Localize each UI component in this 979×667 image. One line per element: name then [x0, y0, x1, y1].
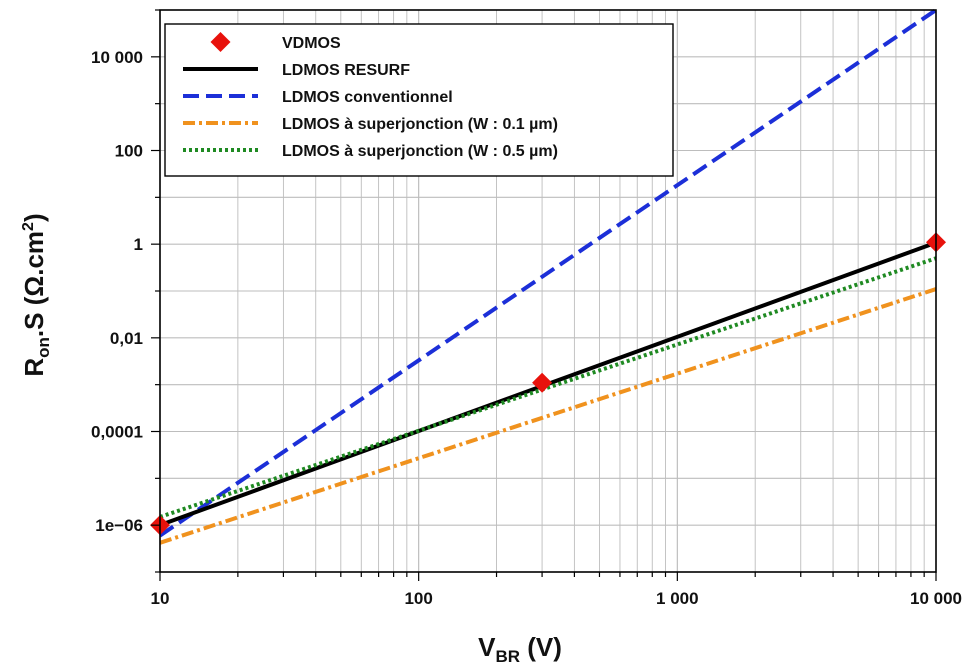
- y-tick-label: 0,01: [110, 329, 143, 348]
- series-line: [158, 8, 938, 538]
- legend: VDMOS LDMOS RESURF LDMOS conventionnel LDMO…: [164, 23, 674, 177]
- y-tick-label: 100: [115, 142, 143, 161]
- x-tick-label: 100: [404, 589, 432, 608]
- x-tick-label: 10: [151, 589, 170, 608]
- series-layer: [150, 8, 946, 545]
- y-tick-label: 0,0001: [91, 423, 143, 442]
- x-tick-label: 10 000: [910, 589, 962, 608]
- x-tick-label: 1 000: [656, 589, 699, 608]
- y-tick-label: 10 000: [91, 48, 143, 67]
- series-line: [159, 256, 937, 519]
- legend-label: VDMOS: [282, 35, 341, 52]
- y-axis-title: Ron.S (Ω.cm2): [19, 213, 53, 376]
- legend-swatch-marker: [210, 32, 231, 52]
- vdmos-marker: [532, 372, 553, 393]
- tick-marks: [151, 9, 937, 581]
- legend-label: LDMOS conventionnel: [282, 89, 453, 106]
- y-tick-label: 1e−06: [95, 516, 143, 535]
- legend-label: LDMOS à superjonction (W : 0.1 µm): [282, 116, 558, 133]
- legend-label: LDMOS RESURF: [282, 62, 410, 79]
- x-axis-title: VBR (V): [478, 632, 562, 666]
- series-line: [159, 287, 937, 545]
- legend-label: LDMOS à superjonction (W : 0.5 µm): [282, 143, 558, 160]
- tick-labels: 10 100 1 000 10 000 1e−06 0,0001 0,01 1 100 10 00…: [91, 48, 962, 608]
- y-tick-label: 1: [134, 235, 143, 254]
